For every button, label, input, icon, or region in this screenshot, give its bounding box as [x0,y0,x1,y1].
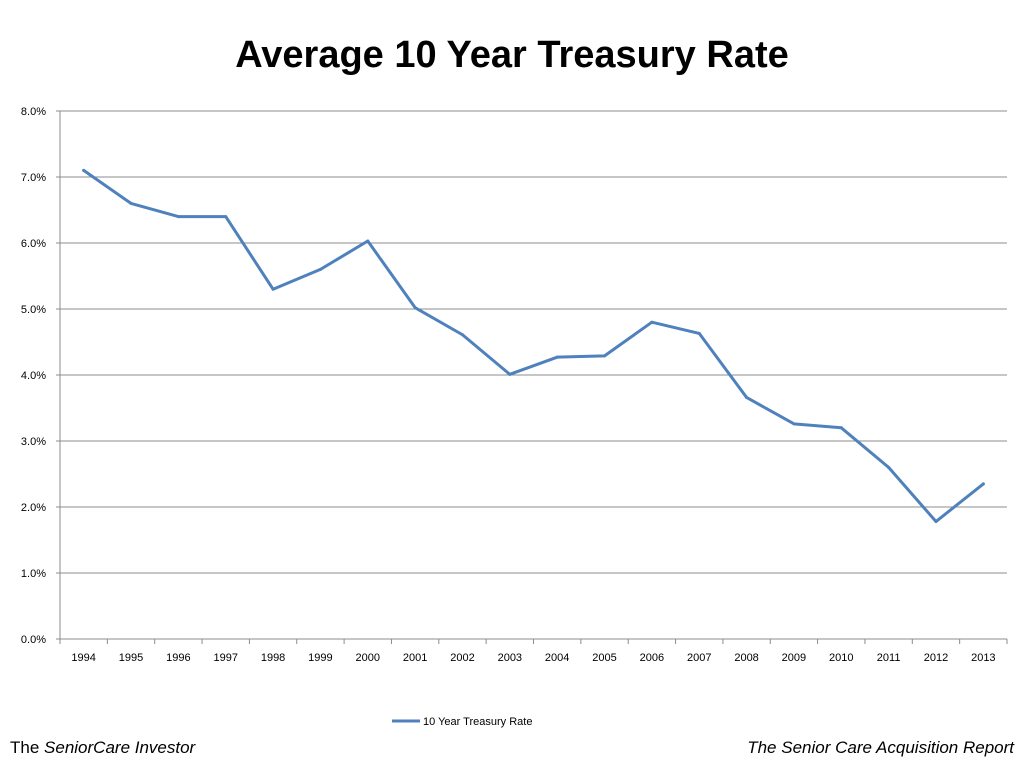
y-tick-label: 7.0% [21,172,46,184]
footer-left-name: SeniorCare Investor [44,738,196,757]
data-point [603,354,607,358]
data-point [555,355,559,359]
x-tick-label: 2009 [782,652,806,664]
x-tick-label: 1995 [119,652,143,664]
y-tick-label: 0.0% [21,634,46,646]
series-line-1 [82,168,985,524]
legend: 10 Year Treasury Rate [392,716,532,728]
x-tick-label: 1996 [166,652,190,664]
y-tick-label: 1.0% [21,568,46,580]
data-point [839,426,843,430]
x-tick-label: 1998 [261,652,285,664]
data-point [129,201,133,205]
legend-label: 10 Year Treasury Rate [423,716,532,728]
x-tick-label: 2008 [734,652,758,664]
footer-left-prefix: The [10,738,45,757]
series-group [82,168,985,524]
data-point [650,320,654,324]
data-point [934,520,938,524]
y-tick-label: 5.0% [21,304,46,316]
x-tick-label: 2000 [356,652,380,664]
x-tick-label: 2012 [924,652,948,664]
footer-right: The Senior Care Acquisition Report [747,738,1014,757]
data-point [271,287,275,291]
gridlines [56,110,1007,640]
data-point [318,267,322,271]
x-tick-label: 1999 [308,652,332,664]
data-point [366,239,370,243]
x-tick-label: 2003 [498,652,522,664]
y-axis: 0.0% 1.0% 2.0% 3.0% 4.0% 5.0% 6.0% 7.0% 8.0% [21,106,61,646]
data-point [887,465,891,469]
footer-left: The SeniorCare Investor [10,738,195,758]
data-point [697,331,701,335]
data-point [745,395,749,399]
x-tick-label: 2011 [877,652,901,664]
x-tick-label: 2004 [545,652,569,664]
y-tick-label: 8.0% [21,106,46,118]
x-tick-label: 2005 [592,652,616,664]
data-point [792,422,796,426]
x-tick-label: 1997 [213,652,237,664]
x-tick-label: 2006 [640,652,664,664]
data-point [224,215,228,219]
x-tick-label: 2007 [687,652,711,664]
data-point [981,482,985,486]
data-point [413,306,417,310]
slide-title: Average 10 Year Treasury Rate [235,34,789,76]
y-tick-label: 4.0% [21,370,46,382]
x-axis: 1994 1995 1996 1997 1998 1999 2000 2001 2002 2003… [59,639,1008,664]
y-tick-label: 2.0% [21,502,46,514]
x-tick-label: 2010 [829,652,853,664]
y-tick-label: 3.0% [21,436,46,448]
data-point [176,215,180,219]
data-point [82,168,86,172]
x-tick-label: 2002 [450,652,474,664]
x-tick-label: 2001 [403,652,427,664]
data-point [508,372,512,376]
x-tick-label: 2013 [971,652,995,664]
y-tick-label: 6.0% [21,238,46,250]
data-point [460,333,464,337]
x-tick-label: 1994 [71,652,95,664]
